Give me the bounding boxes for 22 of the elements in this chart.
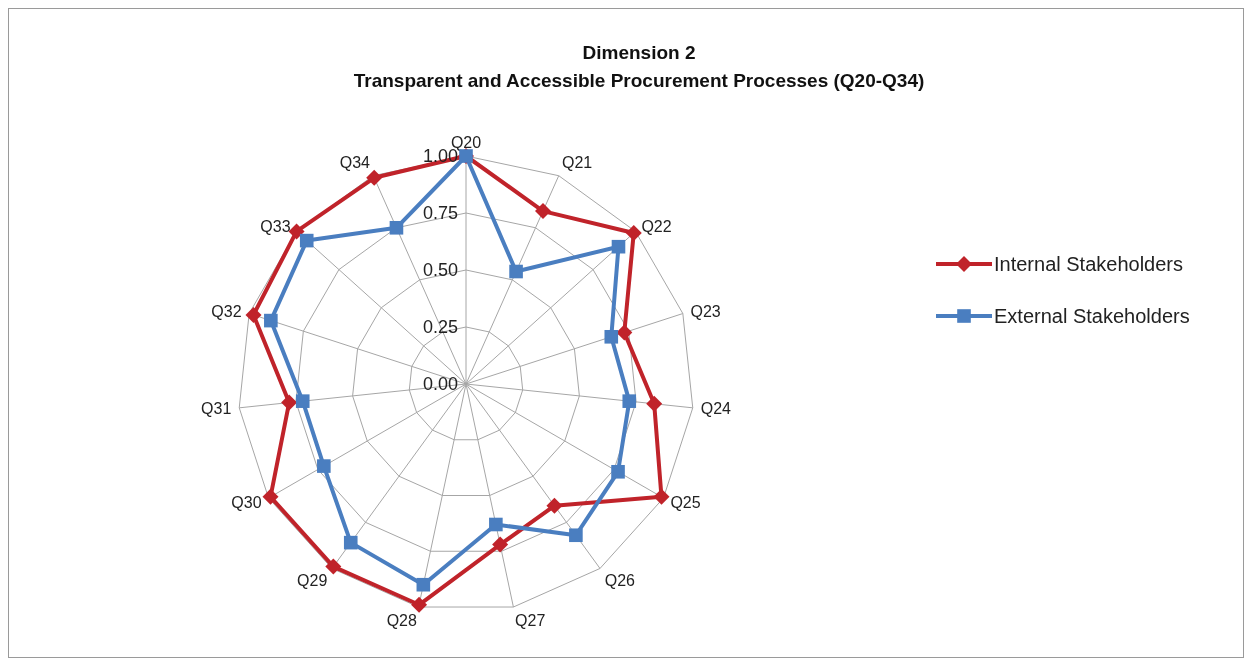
spoke-label: Q22	[641, 217, 672, 235]
spoke-label: Q24	[700, 400, 732, 418]
spoke-label: Q25	[670, 493, 701, 511]
spoke-label: Q31	[201, 400, 232, 418]
legend-label: External Stakeholders	[994, 304, 1190, 328]
spoke-label: Q32	[211, 302, 242, 320]
spoke-label: Q26	[604, 572, 636, 590]
y-tick-label: 0.50	[422, 260, 458, 280]
legend-label: Internal Stakeholders	[994, 252, 1184, 276]
spoke-label: Q21	[561, 154, 593, 172]
y-tick-label: 0.75	[422, 203, 458, 223]
spoke-label: Q28	[386, 612, 418, 630]
spoke-label: Q30	[231, 493, 262, 511]
spoke-label: Q33	[260, 217, 291, 235]
spoke-label: Q23	[690, 302, 721, 320]
spoke-label: Q34	[339, 154, 371, 172]
chart-title: Dimension 2	[581, 41, 697, 65]
y-tick-label: 0.00	[422, 374, 458, 394]
spoke-label: Q29	[297, 572, 328, 590]
chart-subtitle: Transparent and Accessible Procurement Processes (Q20-Q34)	[352, 69, 926, 93]
spoke-label: Q27	[515, 612, 546, 630]
y-tick-label: 0.25	[422, 317, 458, 337]
